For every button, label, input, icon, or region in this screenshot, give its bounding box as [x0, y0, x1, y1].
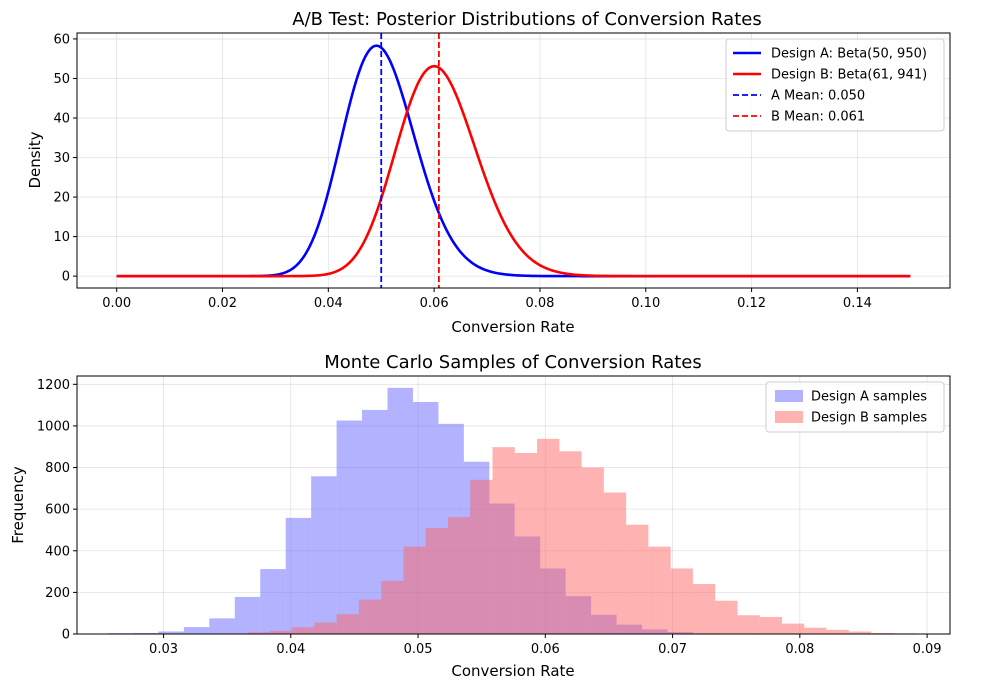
- y-axis-ticks: 0 10 20 30 40 50 60: [53, 32, 77, 285]
- x-tick-label: 0.08: [785, 642, 814, 657]
- histogram-bar: [358, 599, 382, 634]
- legend-entry: Design B samples: [811, 411, 927, 426]
- monte-carlo-histogram-chart: Monte Carlo Samples of Conversion Rates …: [9, 352, 951, 680]
- histogram-bar: [447, 517, 471, 634]
- x-tick-label: 0.09: [913, 642, 942, 657]
- histogram-bar: [314, 622, 337, 634]
- histogram-bar: [336, 420, 363, 634]
- x-tick-label: 0.08: [525, 296, 554, 311]
- histogram-bar: [848, 631, 872, 634]
- legend-box: [765, 381, 945, 433]
- x-tick-label: 0.12: [737, 296, 766, 311]
- histogram-bar: [311, 476, 337, 634]
- y-tick-label: 800: [45, 461, 70, 476]
- histogram-bar: [492, 447, 515, 634]
- histogram-bar: [670, 568, 693, 634]
- y-tick-label: 1200: [37, 378, 70, 393]
- y-tick-label: 200: [45, 586, 70, 601]
- y-tick-label: 600: [45, 503, 70, 518]
- plot-area: [116, 33, 911, 288]
- legend-entry: Design A: Beta(50, 950): [771, 47, 927, 62]
- histogram-bar: [559, 451, 582, 634]
- x-tick-label: 0.04: [314, 296, 343, 311]
- x-tick-label: 0.14: [843, 296, 872, 311]
- histogram-bar: [132, 632, 159, 634]
- y-tick-label: 0: [62, 270, 70, 285]
- histogram-bar: [871, 632, 894, 634]
- x-axis-label: Conversion Rate: [451, 318, 574, 336]
- histogram-bar: [804, 627, 827, 634]
- histogram-bar: [514, 452, 538, 634]
- chart-title: Monte Carlo Samples of Conversion Rates: [324, 352, 702, 373]
- y-tick-label: 60: [53, 32, 70, 47]
- histogram-bar: [537, 438, 560, 634]
- y-tick-label: 0: [62, 628, 70, 643]
- y-tick-label: 10: [53, 230, 70, 245]
- legend-entry: B Mean: 0.061: [771, 110, 865, 125]
- legend-box: [725, 38, 945, 132]
- legend: Design A: Beta(50, 950) Design B: Beta(61…: [725, 38, 945, 132]
- x-axis-label: Conversion Rate: [451, 662, 574, 680]
- histogram-bar: [292, 627, 315, 634]
- histogram-bar: [403, 546, 426, 634]
- axes-frame: [76, 375, 951, 635]
- posterior-density-chart: A/B Test: Posterior Distributions of Con…: [26, 9, 951, 336]
- legend-swatch: [775, 390, 803, 402]
- y-axis-label: Density: [26, 131, 44, 188]
- x-tick-label: 0.00: [102, 296, 131, 311]
- histogram-bar: [425, 527, 448, 634]
- histogram-bar: [183, 627, 210, 634]
- plot-area: [107, 387, 916, 634]
- y-tick-label: 20: [53, 191, 70, 206]
- legend-entry: Design B: Beta(61, 941): [771, 68, 927, 83]
- histogram-bar: [603, 492, 627, 634]
- y-tick-label: 1000: [37, 419, 70, 434]
- histogram-bar: [269, 630, 293, 634]
- histogram-bar: [336, 614, 359, 634]
- histogram-bar: [581, 467, 604, 634]
- histogram-bar: [648, 546, 671, 634]
- legend: Design A samples Design B samples: [765, 381, 945, 433]
- histogram-bar: [260, 569, 286, 634]
- histogram-bar: [782, 623, 805, 634]
- histogram-bar: [285, 517, 312, 634]
- x-axis-ticks: 0.03 0.04 0.05 0.06 0.07 0.08 0.09: [149, 634, 942, 657]
- histogram-bar: [247, 632, 270, 634]
- histogram-bar: [759, 616, 783, 634]
- x-tick-label: 0.02: [208, 296, 237, 311]
- y-axis-ticks: 0 200 400 600 800 1000 1200: [37, 378, 77, 643]
- chart-title: A/B Test: Posterior Distributions of Con…: [292, 9, 761, 30]
- x-tick-label: 0.10: [631, 296, 660, 311]
- histogram-bar: [715, 600, 738, 634]
- legend-entry: Design A samples: [811, 390, 927, 405]
- histogram-bar: [692, 584, 716, 634]
- x-tick-label: 0.04: [276, 642, 305, 657]
- x-axis-ticks: 0.00 0.02 0.04 0.06 0.08 0.10 0.12 0.14: [102, 288, 872, 311]
- histogram-bar: [158, 631, 184, 634]
- histogram-bar: [826, 629, 849, 634]
- histogram-bar: [234, 596, 261, 634]
- x-tick-label: 0.06: [420, 296, 449, 311]
- legend-entry: A Mean: 0.050: [771, 89, 865, 104]
- x-tick-label: 0.06: [531, 642, 560, 657]
- histogram-bar: [209, 618, 235, 634]
- legend-swatch: [775, 411, 803, 423]
- y-tick-label: 30: [53, 151, 70, 166]
- y-tick-label: 50: [53, 72, 70, 87]
- histogram-bar: [626, 524, 649, 634]
- density-curve: [116, 64, 911, 278]
- histogram-bar: [470, 479, 493, 634]
- y-tick-label: 40: [53, 112, 70, 127]
- x-tick-label: 0.05: [404, 642, 433, 657]
- y-axis-label: Frequency: [9, 466, 27, 544]
- axes-frame: [76, 32, 951, 289]
- y-tick-label: 400: [45, 544, 70, 559]
- x-tick-label: 0.07: [658, 642, 687, 657]
- histogram-bar: [381, 580, 404, 634]
- histogram-bar: [737, 615, 760, 634]
- x-tick-label: 0.03: [149, 642, 178, 657]
